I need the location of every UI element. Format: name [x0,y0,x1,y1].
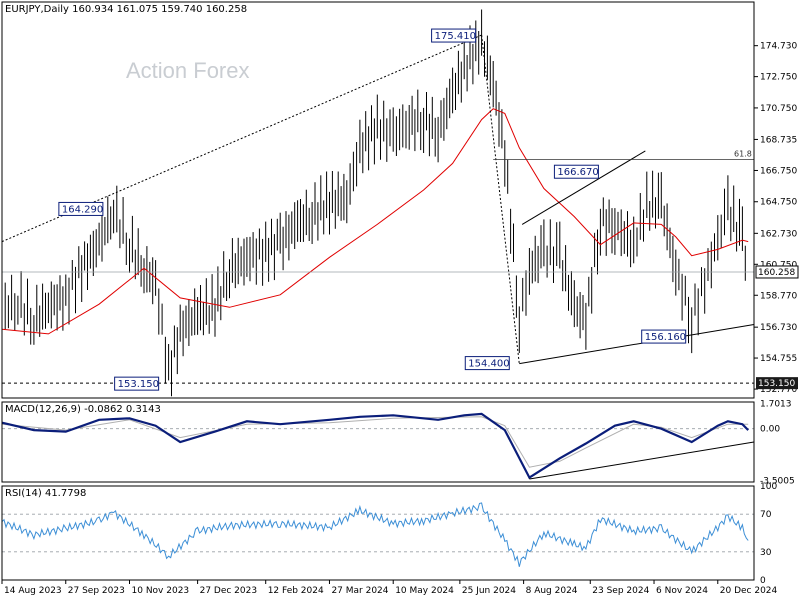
macd-y-tick-label: 1.7013 [760,399,792,409]
price-annotation-box [431,28,477,43]
price-y-tick-label: 172.750 [760,73,797,83]
x-axis-label: 27 Sep 2023 [68,586,125,596]
rsi-panel [1,502,749,567]
price-y-tick-label: 156.730 [760,323,797,333]
trendline [521,150,646,225]
price-y-tick-label: 166.750 [760,166,797,176]
price-y-tick-label: 158.770 [760,291,797,301]
rsi-line [1,502,749,567]
price-annotation-box [464,356,510,371]
price-annotation-label: 164.290 [62,204,103,215]
macd-frame [1,401,755,483]
price-annotation-label: 175.410 [435,31,476,42]
x-axis-label: 8 Aug 2024 [526,586,578,596]
x-axis-label: 6 Nov 2024 [656,586,708,596]
price-y-tick-label: 164.750 [760,198,797,208]
current-price-tag [755,265,799,279]
x-axis-label: 14 Aug 2023 [4,586,62,596]
current-price-label: 160.258 [758,268,795,278]
x-axis-label: 20 Dec 2024 [720,586,778,596]
price-annotation-box [114,376,160,391]
x-axis-label: 12 Feb 2024 [268,586,324,596]
macd-signal-line [1,416,749,468]
watermark: Action Forex [126,58,250,83]
fib-level-label: 61.8 [734,150,752,159]
price-panel: 175.410 164.290 166.670 156.160 154.400 153.1… [1,9,755,397]
dotted-trendline [481,34,520,364]
price-annotation-label: 153.150 [118,379,159,390]
dotted-trendline [1,34,482,243]
macd-trendline [529,441,755,480]
rsi-y-tick-label: 70 [760,510,772,520]
moving-average-line [1,108,749,335]
price-y-tick-label: 174.730 [760,42,797,52]
x-axis-label: 27 Dec 2023 [200,586,258,596]
x-axis-label: 27 Mar 2024 [331,586,388,596]
support-price-label: 153.150 [758,379,795,389]
x-axis-label: 10 Nov 2023 [132,586,190,596]
price-frame [1,1,755,399]
rsi-y-tick-label: 100 [760,482,777,492]
price-annotation-label: 154.400 [468,359,509,370]
price-annotation-box [58,201,104,216]
price-annotation-box [641,329,687,344]
price-y-tick-label: 154.755 [760,354,797,364]
trendline [519,324,755,365]
price-y-tick-label: 152.770 [760,385,797,395]
macd-panel [1,412,755,480]
x-axis-label: 10 May 2024 [395,586,454,596]
price-annotation-label: 166.670 [557,167,598,178]
rsi-header: RSI(14) 41.7798 [5,488,87,499]
macd-header: MACD(12,26,9) -0.0862 0.3143 [5,404,161,415]
price-annotation-label: 156.160 [645,332,686,343]
rsi-y-tick-label: 0 [760,576,766,586]
price-annotation-box [553,164,599,179]
price-y-tick-label: 162.730 [760,229,797,239]
rsi-y-tick-label: 30 [760,548,772,558]
macd-y-tick-label: 0.00 [760,425,780,435]
support-price-tag [756,377,798,390]
macd-line [1,412,749,480]
price-y-tick-label: 160.750 [760,260,797,270]
gridlines [2,428,754,553]
x-axis-label: 25 Jun 2024 [462,586,516,596]
price-y-tick-label: 170.750 [760,104,797,114]
macd-y-tick-label: -3.5005 [760,477,795,487]
x-axis-label: 23 Sep 2024 [592,586,649,596]
price-header: EURJPY,Daily 160.934 161.075 159.740 160… [5,4,248,15]
rsi-frame [1,485,755,581]
price-y-tick-label: 168.735 [760,135,797,145]
